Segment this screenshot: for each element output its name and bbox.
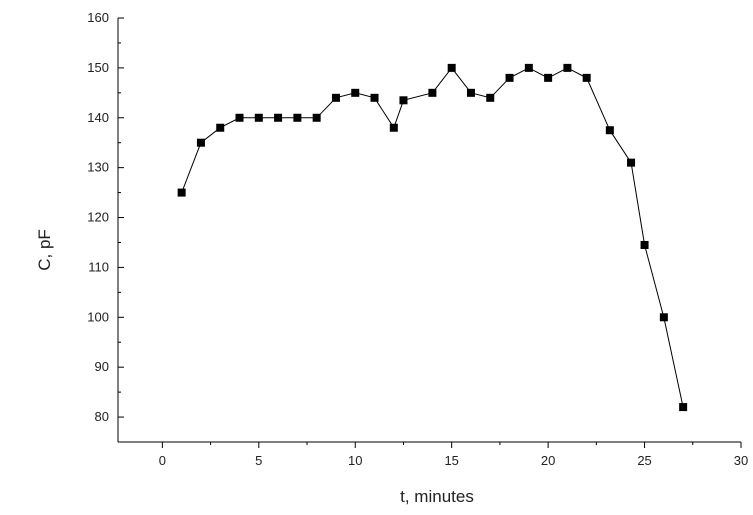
series-group	[177, 63, 688, 412]
data-point-marker	[428, 88, 437, 97]
data-point-marker	[254, 113, 263, 122]
y-ticks: 80 90 100 110 120 130 140 150 160	[87, 10, 124, 443]
y-tick-label: 90	[95, 359, 109, 374]
data-point-marker	[447, 63, 456, 72]
x-tick-label: 20	[541, 453, 555, 468]
y-tick-label: 100	[87, 309, 109, 324]
y-tick-label: 110	[88, 259, 109, 274]
data-point-marker	[544, 73, 553, 82]
data-point-marker	[177, 188, 186, 197]
data-point-marker	[659, 313, 668, 322]
data-point-marker	[466, 88, 475, 97]
data-point-marker	[216, 123, 225, 132]
y-axis-title: C, pF	[35, 229, 54, 271]
y-tick-label: 150	[87, 60, 109, 75]
x-ticks: 0 5 10 15 20 25 30	[159, 442, 748, 468]
data-point-marker	[627, 158, 636, 167]
data-point-marker	[679, 403, 688, 412]
data-point-marker	[389, 123, 398, 132]
data-point-marker	[312, 113, 321, 122]
data-point-marker	[563, 63, 572, 72]
x-tick-label: 15	[444, 453, 458, 468]
data-point-marker	[486, 93, 495, 102]
data-point-marker	[351, 88, 360, 97]
data-point-marker	[331, 93, 340, 102]
x-axis-title: t, minutes	[400, 487, 474, 506]
data-point-marker	[235, 113, 244, 122]
y-tick-label: 160	[87, 10, 109, 25]
data-point-marker	[196, 138, 205, 147]
x-tick-label: 10	[348, 453, 362, 468]
y-tick-label: 130	[87, 160, 109, 175]
x-tick-label: 0	[159, 453, 166, 468]
data-point-marker	[370, 93, 379, 102]
x-tick-label: 5	[255, 453, 262, 468]
data-point-marker	[274, 113, 283, 122]
data-point-marker	[582, 73, 591, 82]
axes	[117, 18, 741, 443]
y-tick-label: 120	[87, 210, 109, 225]
data-point-marker	[524, 63, 533, 72]
y-tick-label: 140	[87, 110, 109, 125]
x-tick-label: 30	[734, 453, 748, 468]
data-point-marker	[293, 113, 302, 122]
data-point-marker	[399, 96, 408, 105]
y-tick-label: 80	[95, 409, 109, 424]
data-point-marker	[605, 126, 614, 135]
data-point-marker	[505, 73, 514, 82]
x-tick-label: 25	[637, 453, 651, 468]
data-point-marker	[640, 240, 649, 249]
